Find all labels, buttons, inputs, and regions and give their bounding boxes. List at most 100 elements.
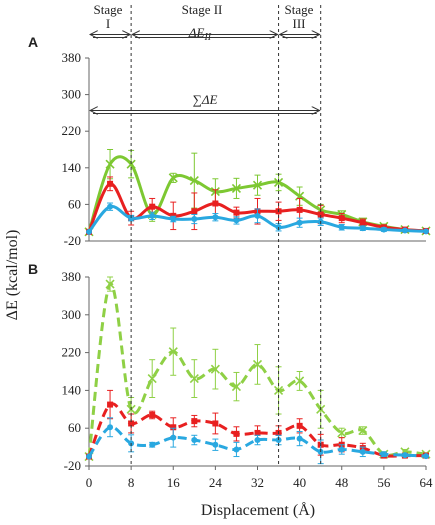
data-point-square bbox=[338, 215, 345, 222]
y-tick-label: 300 bbox=[62, 87, 82, 102]
panel-a-plot: -20 60 140 220 300 380 bbox=[62, 50, 431, 248]
data-point-x bbox=[273, 177, 284, 188]
data-point-circle bbox=[170, 216, 177, 223]
data-point-circle bbox=[338, 446, 345, 453]
data-point-square bbox=[107, 401, 114, 408]
data-point-square bbox=[254, 429, 261, 436]
data-point-circle bbox=[212, 214, 219, 221]
data-point-circle bbox=[359, 448, 366, 455]
data-point-x bbox=[358, 425, 368, 436]
y-tick-label: 220 bbox=[62, 345, 82, 360]
data-point-circle bbox=[233, 217, 240, 224]
x-tick-label: 64 bbox=[420, 475, 434, 490]
stage-i-label-top: Stage bbox=[94, 2, 123, 17]
y-tick-label: 380 bbox=[62, 269, 82, 284]
data-point-x bbox=[337, 428, 347, 438]
data-point-x bbox=[210, 364, 220, 374]
y-tick-label: 300 bbox=[62, 307, 82, 322]
data-point-x bbox=[189, 374, 199, 384]
sum-delta-e-label: ∑ΔE bbox=[193, 92, 218, 107]
x-tick-label: 48 bbox=[335, 475, 348, 490]
data-point-circle bbox=[254, 212, 261, 219]
panel-a-label: A bbox=[28, 34, 38, 50]
data-point-square bbox=[191, 208, 198, 215]
delta-e-ii-label: ΔEII bbox=[188, 25, 212, 43]
data-point-circle bbox=[149, 212, 156, 219]
data-point-circle bbox=[275, 437, 282, 444]
data-point-square bbox=[212, 200, 219, 207]
data-point-x bbox=[105, 279, 115, 289]
data-point-circle bbox=[170, 434, 177, 441]
data-point-circle bbox=[359, 225, 366, 232]
data-point-x bbox=[168, 347, 178, 357]
x-axis-label: Displacement (Å) bbox=[201, 501, 315, 519]
data-point-circle bbox=[338, 224, 345, 231]
data-point-circle bbox=[423, 453, 429, 460]
series-line-square bbox=[87, 402, 426, 458]
data-point-square bbox=[170, 424, 177, 431]
panel-b-plot: -20 60 140 220 300 380 0 8 16 24 32 40 48 56 64 bbox=[62, 269, 434, 490]
data-point-circle bbox=[86, 228, 92, 235]
y-tick-label: 140 bbox=[62, 160, 82, 175]
x-tick-label: 40 bbox=[293, 475, 306, 490]
data-point-circle bbox=[212, 441, 219, 448]
data-point-x bbox=[168, 173, 178, 183]
data-point-x bbox=[126, 159, 136, 169]
data-point-circle bbox=[149, 441, 156, 448]
data-point-x bbox=[105, 159, 115, 169]
stage-iii-label-top: Stage bbox=[285, 2, 314, 17]
data-point-x bbox=[189, 176, 199, 186]
data-point-square bbox=[212, 420, 219, 427]
y-tick-label: 60 bbox=[68, 196, 81, 211]
data-point-circle bbox=[86, 453, 92, 460]
data-point-circle bbox=[380, 226, 387, 233]
data-point-circle bbox=[254, 437, 261, 444]
panel-b-label: B bbox=[28, 261, 38, 277]
data-point-square bbox=[191, 418, 198, 425]
y-tick-label: -20 bbox=[64, 233, 81, 248]
y-tick-label: 60 bbox=[68, 420, 81, 435]
stage-i-label-bottom: I bbox=[106, 16, 110, 31]
y-tick-label: 140 bbox=[62, 382, 82, 397]
data-point-square bbox=[317, 211, 324, 218]
data-point-circle bbox=[107, 424, 114, 431]
stage-boundary-lines bbox=[130, 5, 322, 466]
stage-annotations: Stage I Stage II ΔEII Stage III ∑ΔE bbox=[90, 2, 320, 114]
data-point-x bbox=[231, 382, 242, 392]
data-point-square bbox=[296, 422, 303, 429]
data-point-circle bbox=[401, 227, 408, 234]
y-tick-label: 380 bbox=[62, 50, 82, 65]
data-point-square bbox=[107, 180, 114, 187]
data-point-circle bbox=[423, 228, 429, 235]
data-point-circle bbox=[191, 216, 198, 223]
y-tick-label: -20 bbox=[64, 458, 81, 473]
data-point-square bbox=[359, 219, 366, 226]
data-point-square bbox=[149, 203, 156, 210]
data-point-square bbox=[149, 411, 156, 418]
stage-ii-label: Stage II bbox=[182, 2, 223, 17]
data-point-x bbox=[147, 374, 157, 384]
stage-arrows bbox=[90, 35, 320, 114]
data-point-square bbox=[233, 209, 240, 216]
y-tick-label: 220 bbox=[62, 123, 82, 138]
data-point-square bbox=[296, 206, 303, 213]
data-point-square bbox=[128, 420, 135, 427]
x-tick-label: 8 bbox=[128, 475, 135, 490]
series-line-circle bbox=[87, 425, 427, 458]
data-point-circle bbox=[233, 446, 240, 453]
x-tick-label: 24 bbox=[209, 475, 223, 490]
x-tick-label: 16 bbox=[167, 475, 181, 490]
x-tick-label: 32 bbox=[251, 475, 264, 490]
data-point-circle bbox=[296, 219, 303, 226]
data-point-circle bbox=[380, 451, 387, 458]
data-point-circle bbox=[128, 215, 135, 222]
stage-iii-label-bottom: III bbox=[293, 16, 306, 31]
data-point-x bbox=[252, 359, 263, 369]
data-point-x bbox=[295, 376, 305, 386]
data-point-circle bbox=[107, 203, 114, 210]
data-point-circle bbox=[191, 437, 198, 444]
data-point-circle bbox=[401, 452, 408, 459]
data-point-circle bbox=[296, 435, 303, 442]
x-tick-label: 56 bbox=[377, 475, 391, 490]
